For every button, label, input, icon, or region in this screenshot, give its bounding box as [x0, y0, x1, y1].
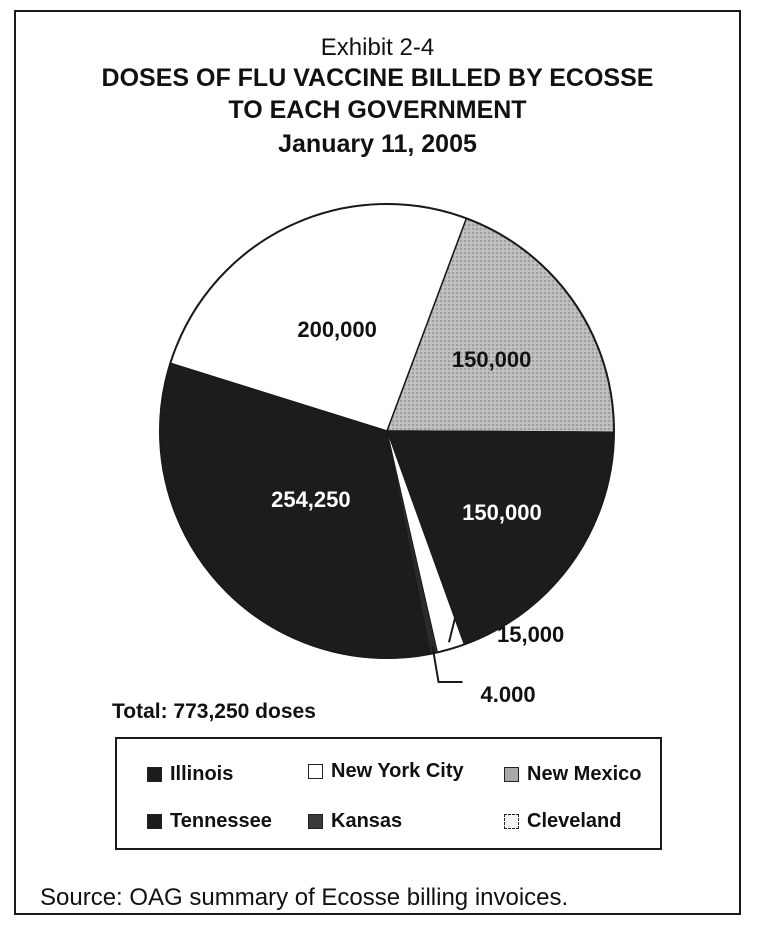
legend-label-illinois: Illinois — [170, 763, 234, 785]
legend-label-new-york-city: New York City — [331, 760, 464, 782]
pie-chart: 254,250 200,000 150,000 150,000 15,000 4,000 — [159, 203, 615, 702]
leader-line-kansas — [431, 646, 463, 683]
slice-value-label-kansas: 4,000 — [481, 682, 536, 702]
legend: Illinois New York City New Mexico Tennes… — [115, 737, 662, 850]
chart-title-line-1: DOSES OF FLU VACCINE BILLED BY ECOSSE — [101, 64, 654, 92]
chart-title-line-2: TO EACH GOVERNMENT — [228, 96, 527, 124]
legend-label-kansas: Kansas — [331, 810, 403, 832]
exhibit-frame: Exhibit 2-4 DOSES OF FLU VACCINE BILLED … — [14, 10, 741, 915]
legend-label-new-mexico: New Mexico — [527, 763, 642, 785]
chart-date: January 11, 2005 — [278, 130, 477, 158]
pie-outline — [159, 203, 615, 659]
slice-value-label-cleveland: 15,000 — [497, 622, 564, 647]
legend-item-new-mexico: New Mexico — [504, 763, 641, 786]
slice-value-label-illinois: 254,250 — [271, 487, 351, 512]
exhibit-number: Exhibit 2-4 — [320, 34, 435, 61]
legend-label-cleveland: Cleveland — [527, 810, 622, 832]
source-note: Source: OAG summary of Ecosse billing in… — [40, 884, 569, 911]
legend-item-new-york-city: New York City — [308, 760, 464, 783]
total-doses: Total: 773,250 doses — [112, 700, 316, 723]
slice-value-label-tennessee: 150,000 — [462, 500, 542, 525]
slice-value-label-new-york-city: 200,000 — [297, 317, 377, 342]
leader-line-cleveland — [448, 617, 479, 643]
legend-swatch-new-york-city — [308, 764, 323, 779]
legend-swatch-kansas — [308, 814, 323, 829]
legend-item-cleveland: Cleveland — [504, 810, 621, 833]
legend-label-tennessee: Tennessee — [170, 810, 272, 832]
legend-swatch-tennessee — [147, 814, 162, 829]
legend-item-illinois: Illinois — [147, 763, 233, 786]
legend-swatch-illinois — [147, 767, 162, 782]
slice-value-label-new-mexico: 150,000 — [452, 347, 532, 372]
legend-swatch-new-mexico — [504, 767, 519, 782]
legend-swatch-cleveland — [504, 814, 519, 829]
legend-item-kansas: Kansas — [308, 810, 402, 833]
legend-item-tennessee: Tennessee — [147, 810, 272, 833]
